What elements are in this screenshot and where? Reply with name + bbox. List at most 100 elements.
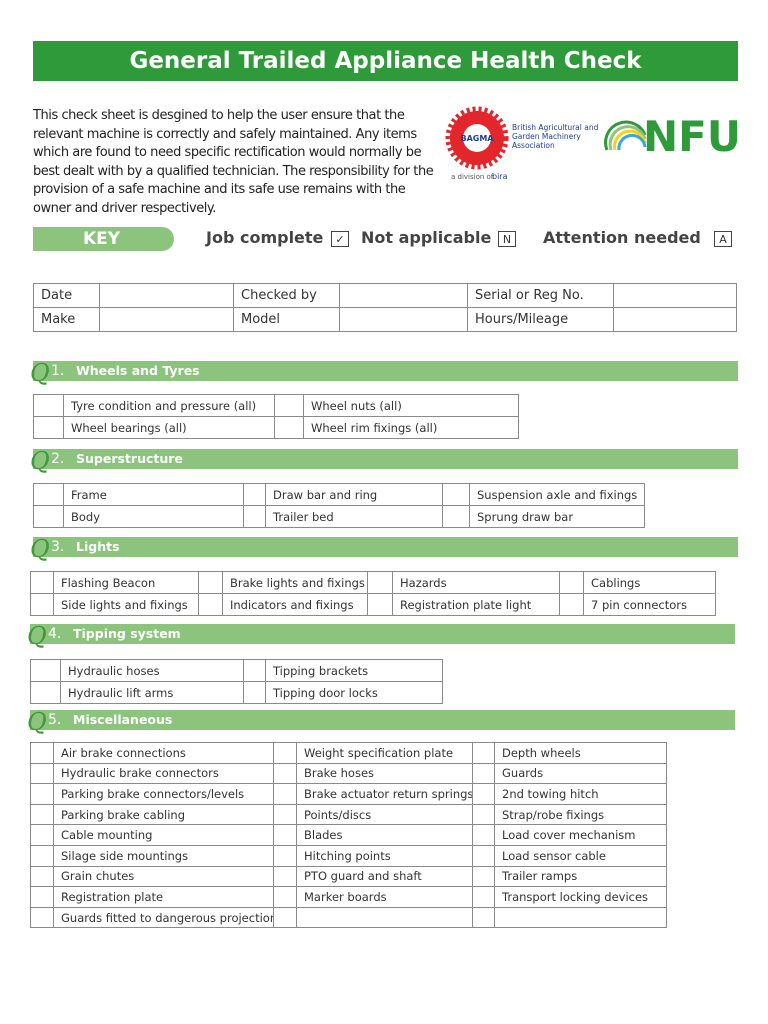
check-item — [494, 906, 667, 929]
section-q: Q — [27, 622, 47, 650]
checkbox — [243, 505, 266, 528]
checkbox — [273, 886, 297, 908]
check-item: Suspension axle and fixings — [469, 483, 645, 506]
check-item: Marker boards — [296, 886, 473, 908]
division: a division of — [451, 173, 494, 181]
section-title: Miscellaneous — [73, 712, 173, 727]
check-item: Parking brake connectors/levels — [53, 783, 274, 805]
checkbox — [33, 483, 64, 506]
section-title: Lights — [76, 539, 120, 554]
key-symbol: N — [498, 231, 516, 247]
detail-field — [99, 307, 234, 332]
check-item: Load cover mechanism — [494, 824, 667, 846]
section-number: 2. — [51, 451, 65, 467]
key-text: Job complete — [206, 228, 324, 247]
checkbox — [274, 416, 304, 439]
section-number: 1. — [51, 363, 65, 379]
checkbox — [273, 824, 297, 846]
check-item: Tipping brackets — [265, 659, 443, 682]
section-number: 3. — [51, 539, 65, 555]
check-item: Hitching points — [296, 845, 473, 867]
detail-field — [339, 307, 468, 332]
section-number: 5. — [48, 712, 62, 728]
arc — [617, 133, 647, 151]
checkbox — [30, 886, 54, 908]
checkbox — [30, 571, 54, 594]
key-text: Attention needed — [543, 228, 701, 247]
detail-label: Checked by — [233, 283, 340, 308]
check-item: Frame — [63, 483, 244, 506]
check-item: Brake actuator return springs — [296, 783, 473, 805]
check-item: Registration plate light — [392, 593, 560, 616]
section-bar — [30, 624, 735, 644]
check-item: Wheel nuts (all) — [303, 394, 519, 417]
checkbox — [472, 865, 495, 888]
key-symbol: A — [714, 231, 732, 247]
check-item: Wheel rim fixings (all) — [303, 416, 519, 439]
check-item: Guards fitted to dangerous projections — [53, 906, 274, 929]
checkbox — [472, 742, 495, 764]
check-item: Strap/robe fixings — [494, 803, 667, 826]
checkbox — [472, 845, 495, 867]
check-item: Silage side mountings — [53, 845, 274, 867]
section-bar — [33, 449, 738, 469]
logos: BAGMA a division of bira British Agricul… — [445, 106, 741, 181]
checkbox — [472, 886, 495, 908]
check-item: Grain chutes — [53, 865, 274, 888]
detail-label: Date — [33, 283, 100, 308]
checkbox — [273, 865, 297, 888]
key-symbol: ✓ — [331, 231, 349, 247]
check-item: Body — [63, 505, 244, 528]
checkbox — [30, 865, 54, 888]
detail-field — [613, 307, 737, 332]
check-item: PTO guard and shaft — [296, 865, 473, 888]
arc — [608, 125, 647, 151]
checkbox — [472, 906, 495, 929]
checkbox — [472, 783, 495, 805]
checkbox — [30, 681, 61, 704]
checkbox — [367, 593, 393, 616]
checkbox — [559, 593, 584, 616]
bagma-teeth — [445, 106, 509, 170]
checkbox — [198, 593, 223, 616]
detail-label: Hours/Mileage — [467, 307, 614, 332]
checkbox — [442, 483, 470, 506]
checkbox — [33, 505, 64, 528]
section-bar — [30, 710, 735, 730]
arc — [604, 120, 647, 151]
check-item: Registration plate — [53, 886, 274, 908]
check-item: Hydraulic lift arms — [60, 681, 244, 704]
check-item: Sprung draw bar — [469, 505, 645, 528]
check-item: Wheel bearings (all) — [63, 416, 275, 439]
check-item: Guards — [494, 762, 667, 785]
nfu: NFU — [643, 112, 741, 161]
checkbox — [367, 571, 393, 594]
bagma-badge: BAGMA — [460, 134, 494, 143]
checkbox — [243, 659, 266, 682]
check-item: Flashing Beacon — [53, 571, 199, 594]
check-item: Weight specification plate — [296, 742, 473, 764]
bagma-name-box: British Agricultural and Garden Machiner… — [512, 123, 598, 150]
check-item: Tipping door locks — [265, 681, 443, 704]
checkbox — [273, 803, 297, 826]
check-item: Brake lights and fixings — [222, 571, 368, 594]
check-item: Hydraulic brake connectors — [53, 762, 274, 785]
check-item — [296, 906, 473, 929]
checkbox — [273, 783, 297, 805]
check-item: Brake hoses — [296, 762, 473, 785]
checkbox — [198, 571, 223, 594]
key-label: KEY — [33, 227, 174, 251]
checkbox — [273, 845, 297, 867]
section-title: Tipping system — [73, 626, 181, 641]
check-item: Air brake connections — [53, 742, 274, 764]
checkbox — [274, 394, 304, 417]
check-item: Parking brake cabling — [53, 803, 274, 826]
check-item: Blades — [296, 824, 473, 846]
checkbox — [273, 762, 297, 785]
checkbox — [273, 906, 297, 929]
checkbox — [30, 824, 54, 846]
section-q: Q — [30, 359, 50, 387]
detail-label: Make — [33, 307, 100, 332]
title: General Trailed Appliance Health Check — [33, 41, 738, 81]
